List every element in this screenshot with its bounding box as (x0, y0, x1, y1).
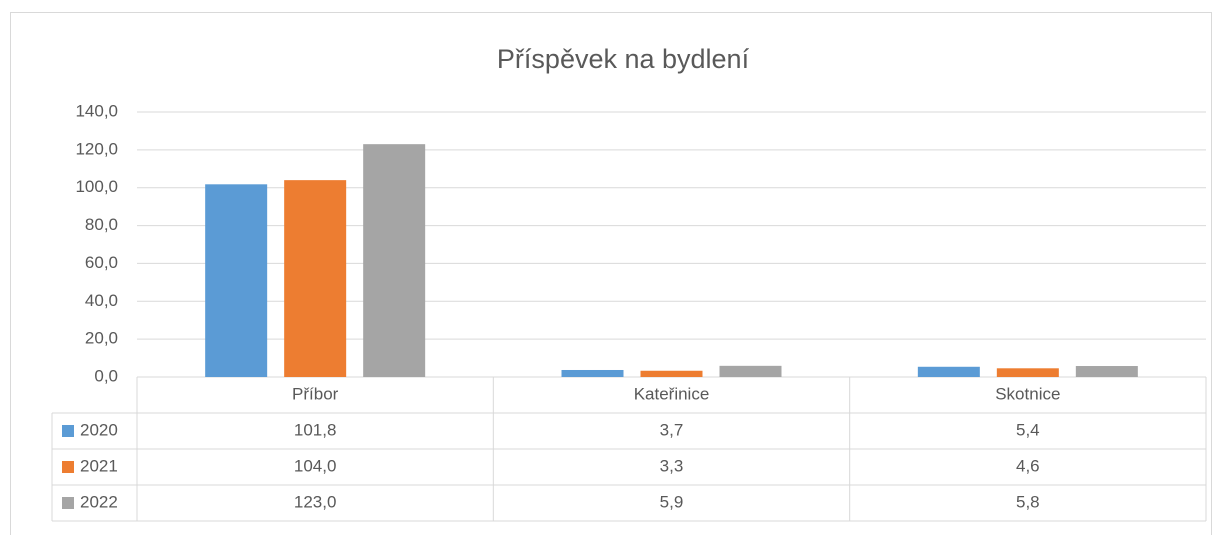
bar (917, 366, 980, 377)
x-tick-label: Skotnice (995, 384, 1060, 403)
table-value: 3,3 (660, 456, 684, 475)
table-value: 5,8 (1016, 492, 1040, 511)
y-tick-label: 80,0 (85, 215, 118, 234)
bar (363, 144, 426, 377)
legend-label: 2020 (80, 420, 118, 439)
legend-key (62, 425, 74, 437)
y-tick-label: 140,0 (75, 101, 118, 120)
bar (284, 180, 347, 377)
x-tick-label: Kateřinice (634, 384, 710, 403)
y-tick-label: 100,0 (75, 177, 118, 196)
chart-border (10, 12, 1212, 535)
chart-title: Příspěvek na bydlení (497, 44, 750, 74)
bar (1075, 366, 1138, 377)
table-value: 4,6 (1016, 456, 1040, 475)
y-tick-label: 0,0 (94, 366, 118, 385)
y-tick-label: 20,0 (85, 329, 118, 348)
table-value: 3,7 (660, 420, 684, 439)
legend-key (62, 497, 74, 509)
bar (561, 369, 624, 377)
legend-label: 2022 (80, 492, 118, 511)
y-tick-label: 60,0 (85, 253, 118, 272)
legend-label: 2021 (80, 456, 118, 475)
x-tick-label: Příbor (292, 384, 339, 403)
bar (996, 368, 1059, 377)
y-tick-label: 40,0 (85, 291, 118, 310)
bar (719, 365, 782, 377)
table-value: 104,0 (294, 456, 337, 475)
table-value: 5,4 (1016, 420, 1040, 439)
table-value: 123,0 (294, 492, 337, 511)
y-tick-label: 120,0 (75, 139, 118, 158)
bar (640, 370, 703, 377)
table-value: 101,8 (294, 420, 337, 439)
table-value: 5,9 (660, 492, 684, 511)
legend-key (62, 461, 74, 473)
bar (205, 184, 268, 377)
